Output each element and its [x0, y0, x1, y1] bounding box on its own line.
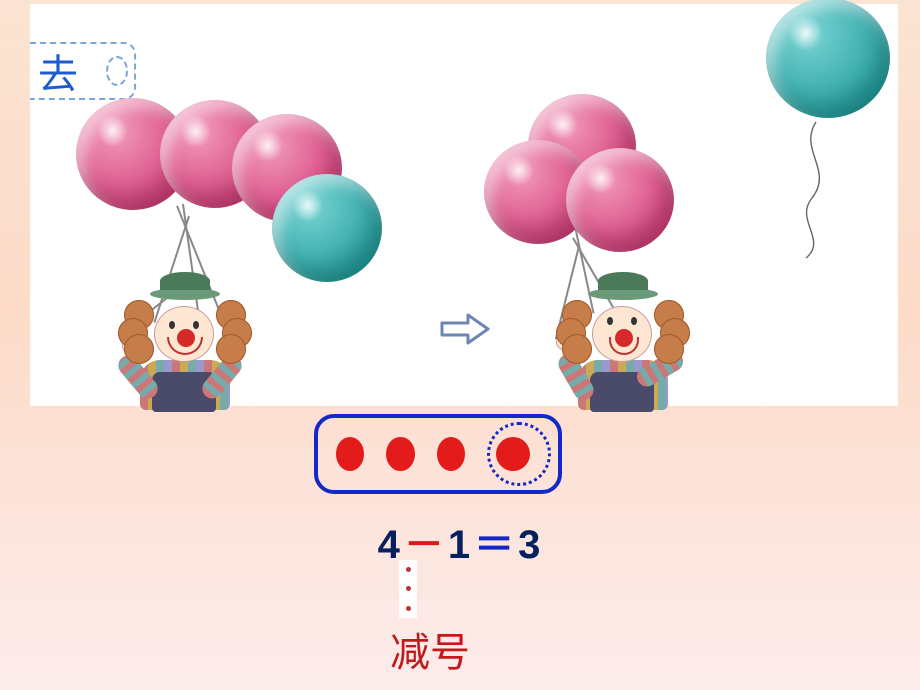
scroll-label-text: 去 — [38, 42, 78, 100]
counter-dot-removed — [487, 422, 540, 486]
connector-dots — [399, 560, 417, 618]
dotted-circle-icon — [487, 422, 551, 486]
balloon-pink — [566, 148, 674, 252]
equation-b: 1 — [448, 523, 472, 567]
arrow-right-icon — [440, 312, 490, 346]
clown-left — [70, 122, 290, 402]
clown-body — [558, 282, 678, 402]
equation: 4－1＝3 — [0, 512, 920, 570]
equation-c: 3 — [518, 523, 542, 567]
balloon-teal-escaped — [766, 0, 890, 118]
balloon-teal — [272, 174, 382, 282]
illustration-panel: 去 — [30, 4, 898, 406]
counter-dot — [336, 437, 364, 471]
balloon-string-wavy — [788, 120, 848, 260]
counter-dot — [437, 437, 465, 471]
equals-sign: ＝ — [472, 523, 518, 567]
clown-body — [120, 282, 240, 402]
scroll-label: 去 — [30, 42, 136, 100]
counter-dot — [386, 437, 414, 471]
minus-label: 减号 — [0, 620, 890, 678]
clown-right — [508, 122, 728, 402]
scroll-curl-icon — [106, 56, 128, 86]
dots-box — [314, 414, 562, 494]
